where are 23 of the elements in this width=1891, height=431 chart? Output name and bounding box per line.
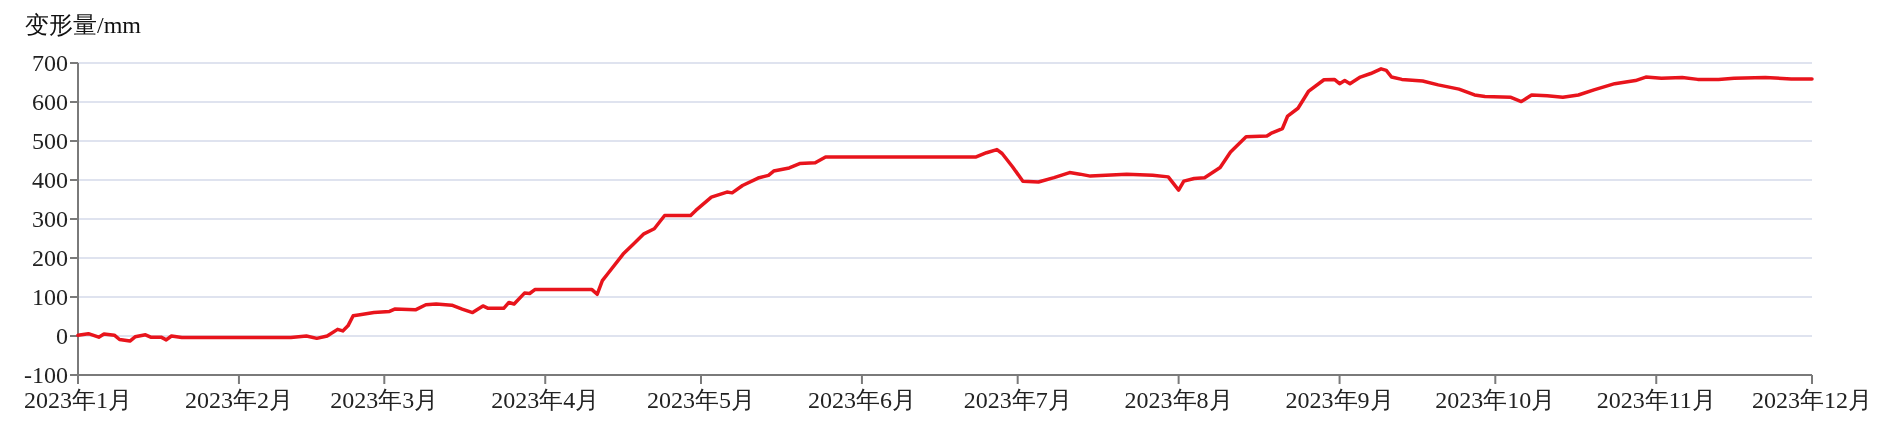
x-tick-label: 2023年9月 — [1285, 387, 1394, 413]
x-tick-label: 2023年3月 — [330, 387, 439, 413]
y-tick-label: -100 — [24, 362, 68, 388]
y-tick-label: 300 — [32, 206, 68, 232]
x-tick-label: 2023年12月 — [1752, 387, 1872, 413]
line-series — [76, 67, 1814, 343]
y-axis-title: 变形量/mm — [25, 12, 142, 38]
y-tick-label: 400 — [32, 167, 68, 193]
x-tick-label: 2023年10月 — [1435, 387, 1556, 413]
x-tick-label: 2023年8月 — [1124, 387, 1233, 413]
y-tick-label: 100 — [32, 284, 68, 310]
y-tick-label: 0 — [56, 323, 68, 349]
x-tick-label: 2023年1月 — [24, 387, 132, 413]
x-tick-label: 2023年5月 — [646, 387, 755, 413]
x-tick-label: 2023年11月 — [1596, 387, 1716, 413]
x-tick-label: 2023年6月 — [807, 387, 916, 413]
y-tick-label: 700 — [32, 50, 68, 76]
x-tick-label: 2023年4月 — [491, 387, 600, 413]
y-tick-label: 600 — [32, 89, 68, 115]
x-tick-label: 2023年7月 — [963, 387, 1072, 413]
x-tick-label: 2023年2月 — [184, 387, 293, 413]
y-tick-label: 500 — [32, 128, 68, 154]
y-tick-label: 200 — [32, 245, 68, 271]
